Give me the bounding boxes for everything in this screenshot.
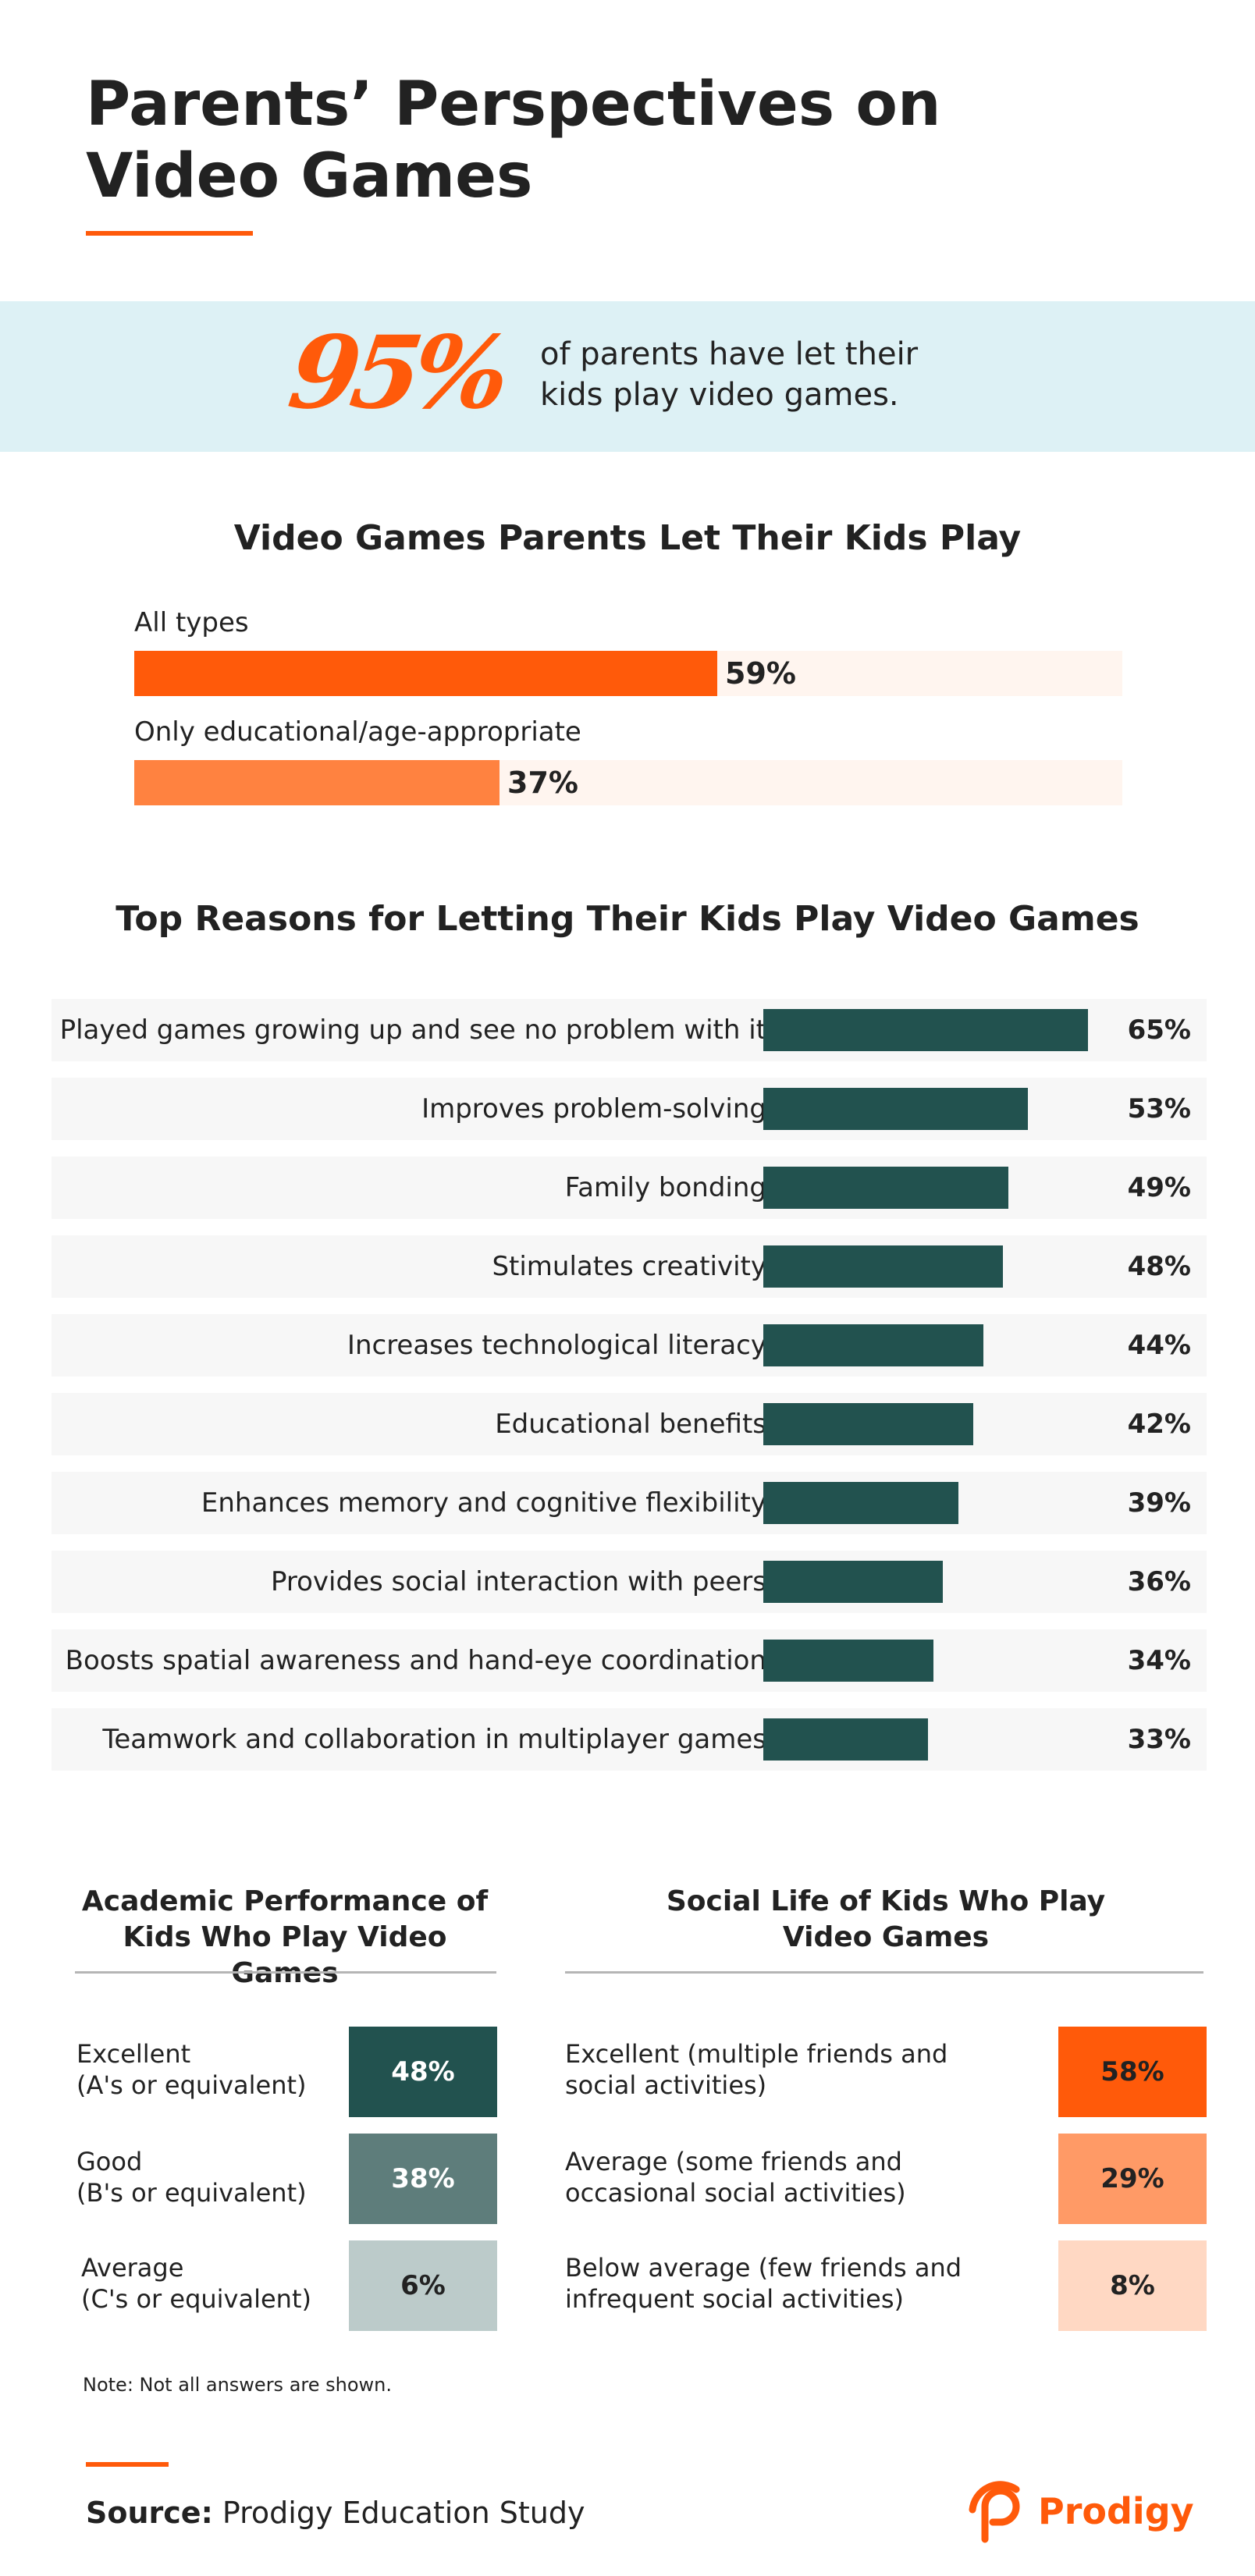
academic-row-label: Good (B's or equivalent): [76, 2146, 307, 2208]
page-title-line1: Parents’ Perspectives on: [86, 69, 941, 140]
reason-bar: [763, 1088, 1028, 1130]
reason-label: Family bonding: [564, 1172, 766, 1203]
reason-label: Enhances memory and cognitive flexibilit…: [201, 1487, 766, 1519]
reason-value-label: 34%: [1127, 1645, 1191, 1676]
reason-bar: [763, 1324, 983, 1366]
reason-label: Educational benefits: [495, 1409, 766, 1440]
reason-row: Enhances memory and cognitive flexibilit…: [52, 1472, 1207, 1534]
social-value-box: 58%: [1058, 2027, 1207, 2117]
reason-row: Stimulates creativity 48%: [52, 1235, 1207, 1298]
reason-label: Provides social interaction with peers: [270, 1566, 766, 1597]
reason-row: Boosts spatial awareness and hand-eye co…: [52, 1629, 1207, 1692]
reason-bar: [763, 1718, 928, 1761]
permission-category-label: Only educational/age-appropriate: [134, 716, 581, 748]
social-label-line1: Average (some friends and: [565, 2147, 902, 2176]
reason-value-label: 42%: [1127, 1409, 1191, 1440]
academic-title-rule: [75, 1971, 496, 1974]
permission-value-label: 59%: [725, 656, 796, 691]
title-underline: [86, 231, 253, 236]
reason-bar: [763, 1561, 943, 1603]
permission-bar-track: 37%: [134, 760, 1122, 805]
social-value-box: 29%: [1058, 2134, 1207, 2224]
social-label-line1: Below average (few friends and: [565, 2253, 962, 2283]
reason-value-label: 33%: [1127, 1724, 1191, 1755]
social-title-line1: Social Life of Kids Who Play: [666, 1885, 1106, 1917]
permission-category-label: All types: [134, 607, 249, 638]
footer-underline: [86, 2462, 169, 2467]
reasons-chart-title: Top Reasons for Letting Their Kids Play …: [116, 899, 1139, 939]
permission-chart-title: Video Games Parents Let Their Kids Play: [233, 518, 1022, 558]
source-line: Source: Prodigy Education Study: [86, 2496, 585, 2530]
reason-label: Teamwork and collaboration in multiplaye…: [102, 1724, 766, 1755]
reason-bar: [763, 1009, 1088, 1051]
reason-label: Played games growing up and see no probl…: [59, 1014, 766, 1046]
reason-value-label: 65%: [1127, 1014, 1191, 1046]
reason-bar: [763, 1640, 933, 1682]
prodigy-logo-text: Prodigy: [1038, 2490, 1194, 2532]
reason-value-label: 49%: [1127, 1172, 1191, 1203]
page-title: Parents’ Perspectives on Video Games: [86, 69, 1022, 212]
permission-bar-track: 59%: [134, 651, 1122, 696]
social-value-box: 8%: [1058, 2240, 1207, 2331]
reason-value-label: 48%: [1127, 1251, 1191, 1282]
reason-bar: [763, 1403, 973, 1445]
academic-label-line2: (B's or equivalent): [76, 2178, 307, 2208]
academic-row-label: Excellent (A's or equivalent): [76, 2038, 307, 2101]
source-text: Prodigy Education Study: [222, 2496, 585, 2530]
reasons-chart: Played games growing up and see no probl…: [52, 999, 1207, 1779]
social-title-line2: Video Games: [782, 1921, 990, 1953]
reason-row: Teamwork and collaboration in multiplaye…: [52, 1708, 1207, 1771]
academic-label-line2: (C's or equivalent): [81, 2284, 311, 2314]
reason-value-label: 39%: [1127, 1487, 1191, 1519]
academic-title-line2: Kids Who Play Video Games: [123, 1921, 447, 1989]
permission-value-label: 37%: [507, 766, 578, 800]
callout-text-line1: of parents have let their: [540, 336, 919, 372]
academic-label-line1: Excellent: [76, 2039, 191, 2069]
reason-label: Increases technological literacy: [347, 1330, 766, 1361]
footnote: Note: Not all answers are shown.: [83, 2374, 392, 2396]
social-title-rule: [565, 1971, 1203, 1974]
social-row-label: Below average (few friends and infrequen…: [565, 2252, 962, 2315]
reason-row: Educational benefits 42%: [52, 1393, 1207, 1455]
academic-value-box: 38%: [349, 2134, 497, 2224]
reason-value-label: 53%: [1127, 1093, 1191, 1125]
reason-value-label: 36%: [1127, 1566, 1191, 1597]
prodigy-logo-icon: [969, 2481, 1020, 2543]
academic-row-label: Average (C's or equivalent): [81, 2252, 311, 2315]
callout-stat: 95%: [282, 314, 510, 432]
academic-table-title: Academic Performance of Kids Who Play Vi…: [70, 1884, 500, 1992]
reason-bar: [763, 1167, 1008, 1209]
reason-bar: [763, 1482, 958, 1524]
social-table-title: Social Life of Kids Who Play Video Games: [562, 1884, 1210, 1956]
reason-label: Improves problem-solving: [421, 1093, 766, 1125]
permission-bar: [134, 760, 500, 805]
callout-text-line2: kids play video games.: [540, 377, 899, 413]
reason-row: Increases technological literacy 44%: [52, 1314, 1207, 1377]
social-row-label: Average (some friends and occasional soc…: [565, 2146, 906, 2208]
permission-bar: [134, 651, 717, 696]
social-label-line2: infrequent social activities): [565, 2284, 905, 2314]
reason-label: Stimulates creativity: [492, 1251, 766, 1282]
academic-title-line1: Academic Performance of: [81, 1885, 489, 1917]
reason-label: Boosts spatial awareness and hand-eye co…: [65, 1645, 766, 1676]
callout-text: of parents have let their kids play vide…: [540, 334, 1008, 415]
reason-bar: [763, 1245, 1003, 1288]
reason-value-label: 44%: [1127, 1330, 1191, 1361]
social-label-line2: social activities): [565, 2070, 767, 2100]
social-row-label: Excellent (multiple friends and social a…: [565, 2038, 947, 2101]
source-label: Source:: [86, 2496, 213, 2530]
academic-value-box: 48%: [349, 2027, 497, 2117]
academic-label-line2: (A's or equivalent): [76, 2070, 307, 2100]
social-label-line1: Excellent (multiple friends and: [565, 2039, 948, 2069]
academic-label-line1: Average: [81, 2253, 184, 2283]
reason-row: Family bonding 49%: [52, 1157, 1207, 1219]
reason-row: Provides social interaction with peers 36…: [52, 1551, 1207, 1613]
social-label-line2: occasional social activities): [565, 2178, 906, 2208]
academic-label-line1: Good: [76, 2147, 143, 2176]
callout-band: [0, 301, 1255, 452]
page-title-line2: Video Games: [86, 141, 533, 211]
reason-row: Improves problem-solving 53%: [52, 1078, 1207, 1140]
academic-value-box: 6%: [349, 2240, 497, 2331]
reason-row: Played games growing up and see no probl…: [52, 999, 1207, 1061]
